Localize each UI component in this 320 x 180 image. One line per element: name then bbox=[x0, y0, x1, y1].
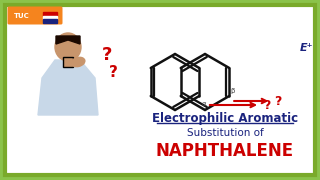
Bar bbox=[43, 12, 57, 15]
Text: ?: ? bbox=[102, 46, 112, 64]
Ellipse shape bbox=[55, 33, 81, 61]
Bar bbox=[43, 19, 57, 22]
Ellipse shape bbox=[71, 57, 85, 67]
Text: β: β bbox=[230, 88, 235, 94]
FancyBboxPatch shape bbox=[7, 6, 62, 24]
Text: Substitution of: Substitution of bbox=[187, 128, 263, 138]
Text: NAPHTHALENE: NAPHTHALENE bbox=[156, 142, 294, 160]
Polygon shape bbox=[56, 36, 80, 44]
Text: α: α bbox=[202, 101, 206, 107]
Text: ?: ? bbox=[263, 98, 270, 111]
Text: Electrophilic Aromatic: Electrophilic Aromatic bbox=[152, 112, 298, 125]
Text: E⁺: E⁺ bbox=[300, 43, 313, 53]
Text: ?: ? bbox=[274, 94, 282, 107]
FancyBboxPatch shape bbox=[5, 5, 315, 175]
Polygon shape bbox=[38, 60, 98, 115]
FancyBboxPatch shape bbox=[63, 57, 73, 67]
Bar bbox=[43, 15, 57, 19]
Text: ?: ? bbox=[108, 64, 117, 80]
Text: TUC: TUC bbox=[14, 13, 30, 19]
